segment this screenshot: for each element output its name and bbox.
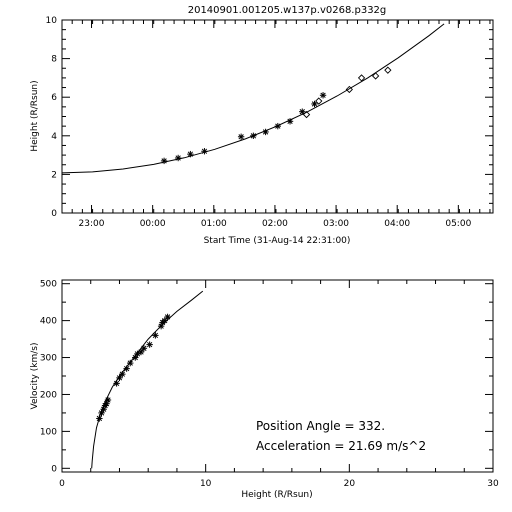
top-data-point-diamond xyxy=(315,97,323,105)
bottom-data-point-asterisk xyxy=(146,341,153,348)
bottom-x-axis-label: Height (R/Rsun) xyxy=(241,490,312,500)
top-data-point-diamond xyxy=(357,74,366,82)
bottom-x-tick-label: 30 xyxy=(487,479,499,489)
position-angle-annotation: Position Angle = 332. xyxy=(256,419,385,433)
bottom-x-tick-label: 0 xyxy=(59,479,65,489)
top-plot-frame xyxy=(61,19,494,214)
top-x-tick-label: 04:00 xyxy=(384,219,410,229)
top-data-point-asterisk xyxy=(174,154,182,162)
bottom-y-tick-label: 100 xyxy=(40,427,57,437)
top-data-point-asterisk xyxy=(237,133,245,140)
bottom-x-tick-label: 10 xyxy=(200,479,212,489)
top-y-tick-label: 4 xyxy=(51,132,57,142)
top-x-tick-label: 02:00 xyxy=(262,219,288,229)
bottom-data-point-asterisk xyxy=(140,345,148,352)
top-data-marks xyxy=(61,23,445,174)
top-axis-ticks: 23:00 00:00 01:00 02:00 03:00 04:00 05:00 0 2 4 6 8… xyxy=(46,16,493,229)
top-data-point-diamond xyxy=(371,72,380,80)
bottom-data-point-asterisk xyxy=(137,348,145,356)
bottom-data-marks xyxy=(91,290,204,469)
bottom-y-tick-label: 200 xyxy=(40,390,57,400)
top-data-point-diamond xyxy=(384,66,392,74)
bottom-y-tick-label: 0 xyxy=(51,464,57,474)
top-fit-curve xyxy=(61,23,445,174)
top-y-tick-label: 6 xyxy=(51,93,57,103)
top-data-point-asterisk xyxy=(201,148,208,155)
bottom-y-tick-label: 300 xyxy=(40,354,57,364)
top-x-tick-label: 23:00 xyxy=(79,219,105,229)
height-time-plot: 20140901.001205.w137p.v0268.p332g 23:00 0… xyxy=(30,5,494,246)
bottom-x-tick-label: 20 xyxy=(344,479,356,489)
top-y-tick-label: 0 xyxy=(51,209,57,219)
bottom-fit-curve xyxy=(91,290,204,469)
bottom-y-axis-label: Velocity (km/s) xyxy=(30,343,40,410)
top-x-tick-label: 03:00 xyxy=(323,219,349,229)
bottom-y-tick-label: 400 xyxy=(40,317,57,327)
top-x-tick-label: 01:00 xyxy=(201,219,227,229)
top-y-tick-label: 8 xyxy=(51,55,57,65)
top-y-tick-label: 10 xyxy=(46,16,58,26)
top-x-tick-label: 00:00 xyxy=(140,219,166,229)
bottom-data-point-asterisk xyxy=(113,380,120,387)
acceleration-annotation: Acceleration = 21.69 m/s^2 xyxy=(256,439,426,453)
top-y-tick-label: 2 xyxy=(51,170,57,180)
bottom-y-tick-label: 500 xyxy=(40,280,57,290)
top-y-axis-label: Height (R/Rsun) xyxy=(30,80,40,151)
top-data-point-asterisk xyxy=(319,92,327,99)
top-x-axis-label: Start Time (31-Aug-14 22:31:00) xyxy=(204,236,351,246)
bottom-data-point-asterisk xyxy=(152,332,159,339)
chart-title: 20140901.001205.w137p.v0268.p332g xyxy=(188,5,387,16)
top-x-tick-label: 05:00 xyxy=(445,219,471,229)
bottom-data-point-asterisk xyxy=(119,370,126,378)
top-data-point-asterisk xyxy=(311,100,318,108)
